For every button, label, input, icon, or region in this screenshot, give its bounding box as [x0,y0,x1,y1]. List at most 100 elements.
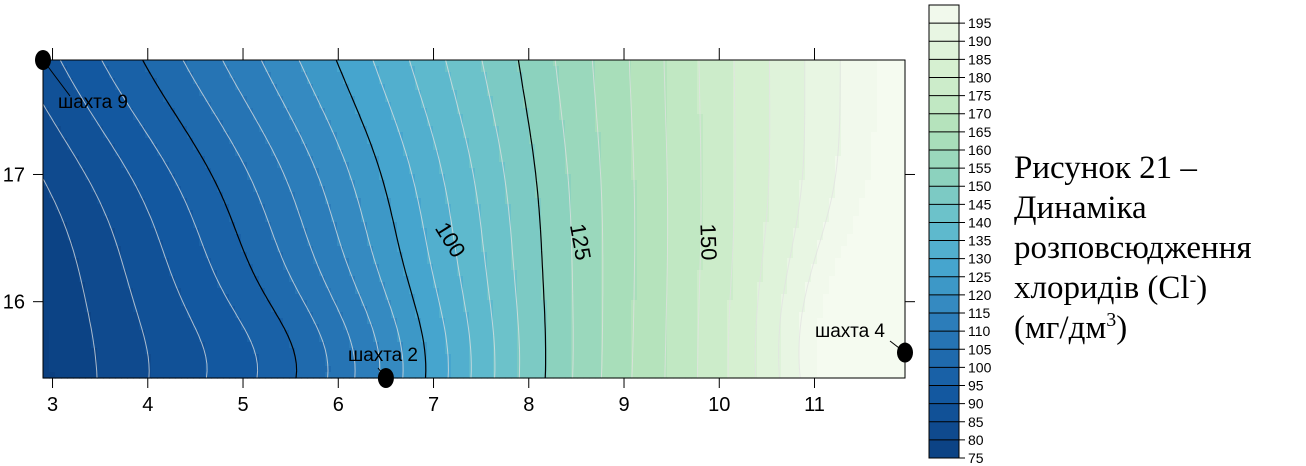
field-cell [343,126,350,133]
field-cell [793,66,800,73]
field-cell [583,102,590,109]
field-cell [739,246,746,253]
field-cell [193,216,200,223]
field-cell [271,78,278,85]
field-cell [433,132,440,139]
field-cell [439,222,446,229]
field-cell [595,186,602,193]
field-cell [163,84,170,91]
field-cell [589,126,596,133]
field-cell [835,174,842,181]
field-cell [115,72,122,79]
field-cell [847,162,854,169]
field-cell [337,210,344,217]
field-cell [901,126,906,133]
field-cell [91,246,98,253]
field-cell [679,120,686,127]
field-cell [49,168,56,175]
field-cell [721,132,728,139]
field-cell [691,198,698,205]
field-cell [469,252,476,259]
field-cell [49,222,56,229]
field-cell [343,156,350,163]
field-cell [397,60,404,67]
field-cell [169,138,176,145]
field-cell [343,84,350,91]
field-cell [355,60,362,67]
field-cell [319,84,326,91]
field-cell [229,204,236,211]
field-cell [331,246,338,253]
field-cell [379,258,386,265]
field-cell [55,186,62,193]
field-cell [409,72,416,79]
field-cell [685,144,692,151]
field-cell [187,114,194,121]
field-cell [799,156,806,163]
field-cell [871,162,878,169]
field-cell [763,114,770,121]
field-cell [895,102,902,109]
field-cell [685,108,692,115]
field-cell [601,72,608,79]
field-cell [145,138,152,145]
field-cell [877,180,884,187]
field-cell [115,78,122,85]
field-cell [247,192,254,199]
field-cell [499,102,506,109]
field-cell [361,162,368,169]
field-cell [649,90,656,97]
field-cell [331,198,338,205]
field-cell [625,246,632,253]
field-cell [751,192,758,199]
field-cell [877,228,884,235]
field-cell [397,84,404,91]
field-cell [901,72,906,79]
field-cell [715,234,722,241]
field-cell [355,102,362,109]
field-cell [565,72,572,79]
field-cell [895,168,902,175]
field-cell [397,234,404,241]
field-cell [535,252,542,259]
field-cell [55,258,62,265]
field-cell [97,126,104,133]
field-cell [871,96,878,103]
field-cell [547,156,554,163]
field-cell [751,204,758,211]
field-cell [349,240,356,247]
field-cell [79,102,86,109]
field-cell [499,168,506,175]
field-cell [901,222,906,229]
field-cell [685,138,692,145]
field-cell [433,174,440,181]
field-cell [97,168,104,175]
field-cell [427,168,434,175]
field-cell [217,156,224,163]
field-cell [319,198,326,205]
field-cell [841,174,848,181]
field-cell [877,252,884,259]
field-cell [187,90,194,97]
field-cell [127,114,134,121]
field-cell [427,90,434,97]
field-cell [511,216,518,223]
field-cell [217,84,224,91]
field-cell [187,144,194,151]
field-cell [223,156,230,163]
field-cell [727,252,734,259]
field-cell [157,132,164,139]
field-cell [121,132,128,139]
field-cell [343,96,350,103]
field-cell [61,228,68,235]
field-cell [493,60,500,67]
field-cell [847,198,854,205]
field-cell [97,90,104,97]
field-cell [211,60,218,67]
field-cell [805,126,812,133]
field-cell [829,222,836,229]
field-cell [889,192,896,199]
field-cell [481,204,488,211]
field-cell [535,162,542,169]
field-cell [679,114,686,121]
